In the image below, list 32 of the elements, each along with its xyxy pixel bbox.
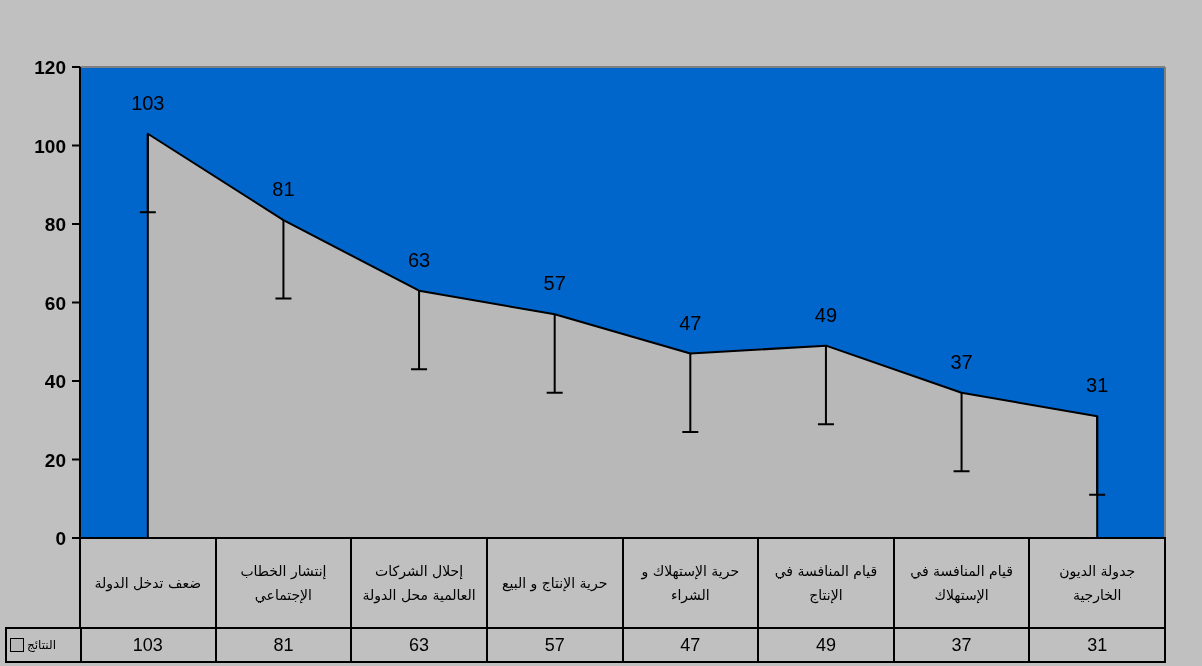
- text: 103: [131, 91, 165, 114]
- text: 31: [1086, 374, 1109, 397]
- legend-label: النتائج: [27, 637, 56, 654]
- text: 37: [950, 350, 973, 373]
- x-tick-label: قيام المنافسة في الإنتاج: [773, 562, 879, 606]
- text: 49: [814, 303, 838, 326]
- x-tick-label: حرية الإستهلاك و الشراء: [640, 562, 741, 606]
- data-label: 49: [757, 627, 895, 663]
- text: 57: [543, 272, 566, 295]
- y-tick-label: 40: [44, 371, 66, 392]
- y-tick-label: 80: [44, 214, 66, 235]
- data-label: 37: [892, 627, 1031, 663]
- data-label: 47: [621, 627, 760, 663]
- text: 63: [407, 248, 431, 271]
- y-tick-label: 60: [44, 292, 66, 314]
- data-label: 57: [485, 627, 624, 663]
- y-tick-label: 120: [34, 57, 66, 78]
- data-label: 103: [79, 627, 217, 663]
- data-label: 31: [1028, 627, 1166, 663]
- x-tick-label: قيام المنافسة في الإستهلاك: [909, 562, 1014, 605]
- y-tick-label: 100: [34, 135, 66, 157]
- x-tick-label: جدولة الديون الخارجية: [1058, 562, 1137, 606]
- text: 47: [679, 311, 702, 334]
- data-label: 81: [214, 627, 353, 663]
- y-tick-label: 0: [55, 528, 66, 549]
- x-tick-label: ضعف تدخل الدولة: [94, 574, 202, 594]
- x-tick-label: حرية الإنتاج و البيع: [502, 574, 608, 594]
- data-label: 63: [350, 627, 488, 663]
- y-tick-label: 20: [44, 449, 66, 471]
- text: 81: [272, 178, 295, 201]
- x-tick-label: إنتشار الخطاب الإجتماعي: [239, 562, 328, 605]
- x-tick-label: إحلال الشركات العالمية محل الدولة: [361, 562, 477, 606]
